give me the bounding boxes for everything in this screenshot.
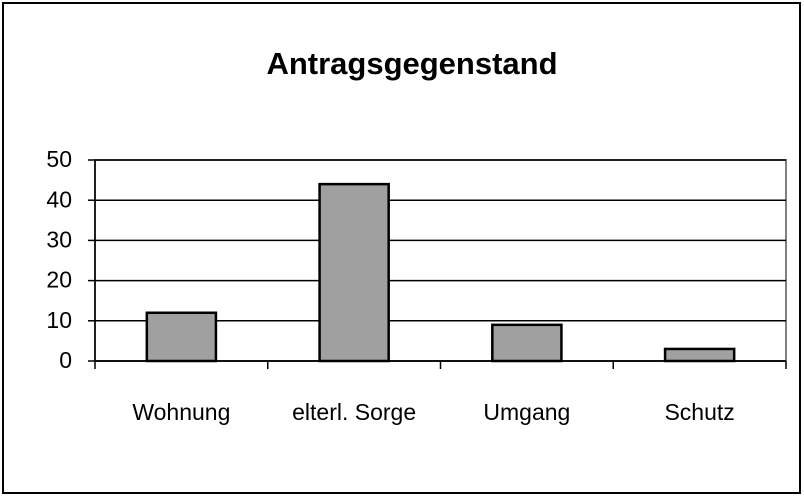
x-tick-label: Wohnung — [132, 399, 231, 425]
bar — [491, 323, 563, 363]
y-tick-label: 30 — [46, 226, 72, 252]
bar — [318, 182, 390, 363]
y-tick-label: 10 — [46, 307, 72, 333]
chart-title: Antragsgegenstand — [266, 46, 557, 81]
bar — [663, 347, 736, 363]
x-tick-label: elterl. Sorge — [292, 399, 417, 425]
y-tick-label: 20 — [46, 267, 72, 293]
x-tick-label: Schutz — [664, 399, 735, 425]
y-tick-label: 50 — [46, 146, 72, 172]
bar — [145, 311, 218, 363]
x-tick-label: Umgang — [483, 399, 571, 425]
y-tick-label: 40 — [46, 186, 72, 212]
y-tick-label: 0 — [59, 347, 72, 373]
